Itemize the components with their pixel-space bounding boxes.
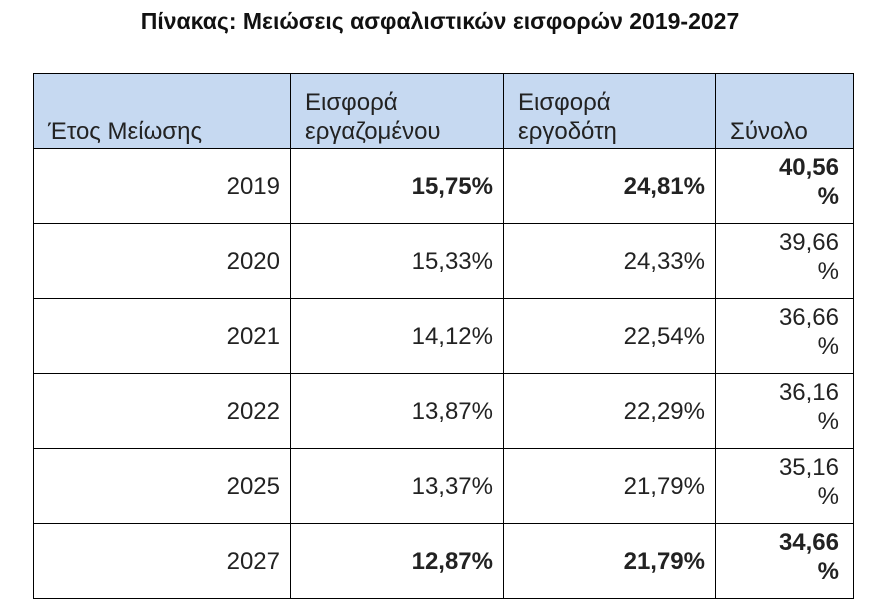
table-cell: 22,29% [503,373,716,449]
cell-text: 39,66 % [778,229,839,285]
title: Πίνακας: Μειώσεις ασφαλιστικών εισφορών … [140,8,740,34]
table-cell: 40,56 % [715,148,854,224]
table-cell: 2021 [33,298,291,374]
table-row: 2027 12,87% 21,79% 34,66 % [33,523,854,599]
table-cell: 36,66 % [715,298,854,374]
header-cell: Σύνολο [715,73,854,149]
table-cell: 13,87% [290,373,504,449]
cell-text: 34,66 % [778,529,839,585]
table-row: 2021 14,12% 22,54% 36,66 % [33,298,854,374]
header-row: Έτος Μείωσης Εισφορά εργαζομένου Εισφορά ε… [33,73,854,149]
table-cell: 34,66 % [715,523,854,599]
table-cell: 24,81% [503,148,716,224]
table-row: 2022 13,87% 22,29% 36,16 % [33,373,854,449]
table-cell: 36,16 % [715,373,854,449]
header-cell: Εισφορά εργαζομένου [290,73,504,149]
table-cell: 24,33% [503,223,716,299]
header-cell: Εισφορά εργοδότη [503,73,716,149]
cell-text: 40,56 % [778,154,839,210]
cell-text: 35,16 % [778,454,839,510]
table-cell: 2022 [33,373,291,449]
table: Έτος Μείωσης Εισφορά εργαζομένου Εισφορά ε… [33,73,854,599]
table-cell: 2019 [33,148,291,224]
table-cell: 35,16 % [715,448,854,524]
cell-text: 36,16 % [778,379,839,435]
table-cell: 22,54% [503,298,716,374]
header-cell: Έτος Μείωσης [33,73,291,149]
table-cell: 39,66 % [715,223,854,299]
table-cell: 2020 [33,223,291,299]
table-cell: 15,75% [290,148,504,224]
table-cell: 2027 [33,523,291,599]
table-row: 2025 13,37% 21,79% 35,16 % [33,448,854,524]
table-cell: 15,33% [290,223,504,299]
table-cell: 13,37% [290,448,504,524]
table-cell: 21,79% [503,523,716,599]
table-cell: 12,87% [290,523,504,599]
table-row: 2020 15,33% 24,33% 39,66 % [33,223,854,299]
cell-text: 36,66 % [778,304,839,360]
table-row: 2019 15,75% 24,81% 40,56 % [33,148,854,224]
table-cell: 2025 [33,448,291,524]
table-cell: 14,12% [290,298,504,374]
table-cell: 21,79% [503,448,716,524]
